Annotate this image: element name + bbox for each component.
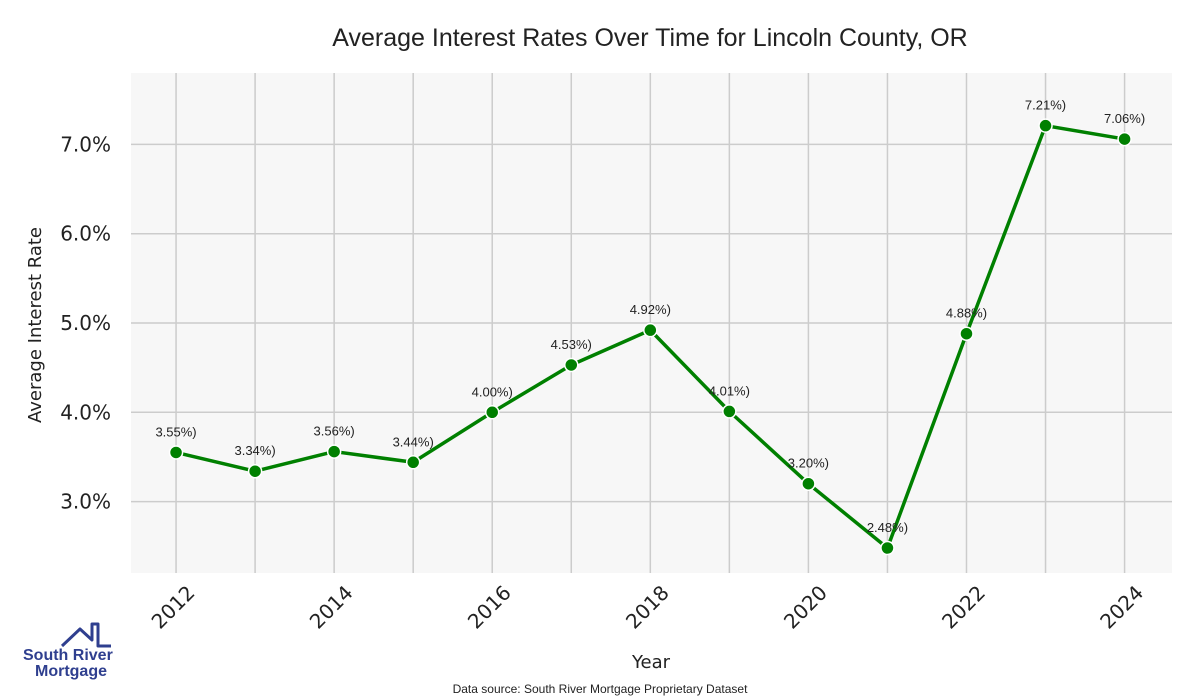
data-label: 4.53%) bbox=[551, 337, 592, 352]
house-roof-icon bbox=[60, 622, 111, 648]
x-tick-labels: 2012 2014 2016 2018 2020 2022 2024 bbox=[147, 581, 1148, 634]
y-axis-label: Average Interest Rate bbox=[25, 227, 46, 423]
data-points bbox=[168, 118, 1132, 556]
x-tick-label: 2016 bbox=[463, 581, 516, 634]
data-point bbox=[247, 463, 263, 479]
data-label: 3.20%) bbox=[788, 456, 829, 471]
data-label: 3.55%) bbox=[155, 424, 196, 439]
data-label: 4.92%) bbox=[630, 302, 671, 317]
data-label: 3.56%) bbox=[314, 424, 355, 439]
data-point bbox=[326, 444, 342, 459]
y-tick-label: 6.0% bbox=[60, 222, 111, 246]
y-tick-label: 7.0% bbox=[60, 132, 111, 156]
data-point bbox=[801, 476, 816, 491]
data-point bbox=[1038, 118, 1053, 133]
data-label: 7.06%) bbox=[1104, 111, 1145, 126]
data-point bbox=[564, 357, 579, 373]
data-label: 4.88%) bbox=[946, 306, 987, 321]
y-tick-label: 3.0% bbox=[60, 490, 111, 514]
data-label: 3.44%) bbox=[393, 434, 434, 449]
y-tick-label: 4.0% bbox=[60, 400, 111, 424]
data-label: 4.00%) bbox=[472, 384, 513, 399]
y-tick-labels: 3.0% 4.0% 5.0% 6.0% 7.0% bbox=[60, 132, 111, 513]
data-point bbox=[1117, 131, 1132, 147]
chart-title: Average Interest Rates Over Time for Lin… bbox=[332, 24, 967, 52]
data-point bbox=[643, 322, 658, 338]
y-tick-label: 5.0% bbox=[60, 311, 111, 335]
data-source-note: Data source: South River Mortgage Propri… bbox=[453, 682, 748, 696]
data-labels: 3.55%) 3.34%) 3.56%) 3.44%) 4.00%) 4.53%) 4.92… bbox=[155, 98, 1145, 535]
south-river-logo: South River Mortgage bbox=[23, 622, 113, 680]
logo-line-2: Mortgage bbox=[35, 663, 107, 680]
data-point bbox=[168, 445, 184, 460]
logo-line-1: South River bbox=[23, 647, 113, 664]
data-label: 7.21%) bbox=[1025, 98, 1066, 113]
data-point bbox=[405, 455, 421, 470]
data-point bbox=[959, 326, 974, 341]
x-tick-label: 2024 bbox=[1095, 581, 1148, 634]
x-tick-label: 2020 bbox=[779, 581, 832, 634]
x-tick-label: 2014 bbox=[305, 581, 358, 634]
data-point bbox=[880, 540, 895, 556]
x-tick-label: 2012 bbox=[147, 581, 200, 634]
x-axis-label: Year bbox=[631, 652, 671, 673]
data-label: 3.34%) bbox=[234, 443, 275, 458]
x-tick-label: 2018 bbox=[621, 581, 674, 634]
data-point bbox=[484, 405, 500, 420]
data-label: 4.01%) bbox=[709, 383, 750, 398]
data-point bbox=[722, 404, 737, 419]
x-tick-label: 2022 bbox=[937, 581, 990, 634]
data-label: 2.48%) bbox=[867, 520, 908, 535]
